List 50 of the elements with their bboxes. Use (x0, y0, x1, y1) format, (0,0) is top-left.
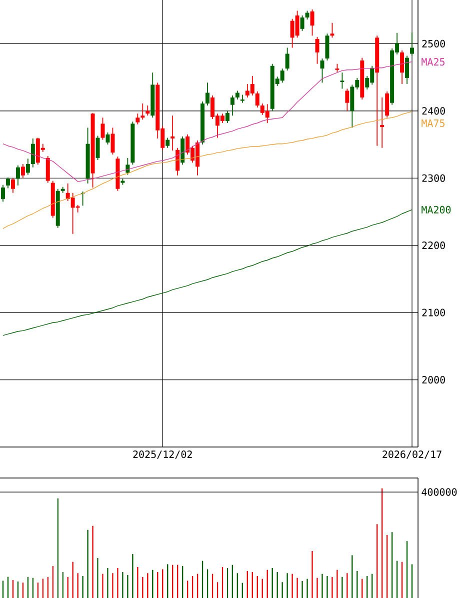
candlestick (96, 135, 100, 160)
candlestick (325, 33, 330, 61)
y-tick-label: 2000 (422, 376, 445, 384)
candlestick (136, 113, 140, 125)
candlestick (126, 158, 130, 176)
candlestick (110, 127, 115, 156)
candlestick (106, 132, 110, 145)
candlestick (345, 88, 350, 112)
candlestick (240, 94, 244, 104)
x-tick-label: 2026/02/17 (382, 450, 442, 459)
series-label: MA200 (422, 206, 451, 214)
candlestick (315, 36, 320, 64)
candlestick (410, 32, 414, 56)
y-tick-label: 2400 (422, 107, 445, 115)
candlestick (26, 158, 30, 176)
candlestick (405, 55, 410, 84)
y-tick-label: 2100 (422, 308, 445, 316)
candlestick (255, 90, 260, 108)
series-label: MA25 (422, 58, 444, 66)
candlestick (16, 164, 20, 186)
candlestick (330, 22, 334, 38)
series-label: MA75 (422, 120, 444, 127)
candlestick (166, 137, 170, 148)
candlestick (230, 94, 234, 116)
candlestick (385, 90, 390, 118)
x-tick-label: 2025/12/02 (133, 450, 192, 459)
candlestick (30, 138, 35, 168)
candlestick (46, 155, 50, 184)
candlestick (340, 72, 344, 90)
candlestick (10, 178, 15, 194)
candlestick (335, 63, 340, 72)
candlestick (170, 115, 175, 152)
candlestick (146, 105, 150, 116)
candlestick (285, 47, 290, 72)
candlestick (0, 184, 5, 202)
candlestick (100, 117, 105, 140)
candlestick (20, 164, 25, 179)
candlestick (176, 147, 180, 176)
candlestick (320, 58, 324, 84)
text: 400000 (422, 488, 457, 496)
y-tick-label: 2500 (422, 40, 445, 48)
candlestick (380, 97, 384, 148)
y-tick-label: 2200 (422, 242, 445, 250)
candlestick (206, 82, 210, 106)
candlestick (6, 177, 10, 189)
y-tick-label: 2300 (422, 174, 445, 182)
candlestick (400, 50, 404, 84)
candlestick (140, 103, 145, 120)
candlestick (225, 110, 230, 124)
candlestick (300, 15, 304, 32)
